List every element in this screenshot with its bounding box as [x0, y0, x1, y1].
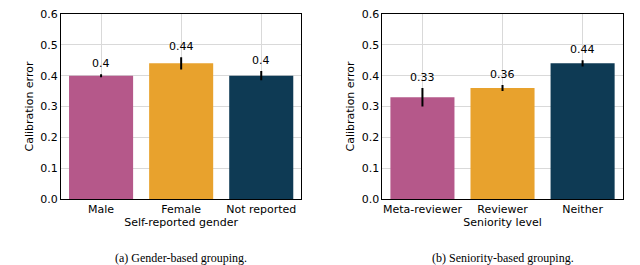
svg-text:0.5: 0.5 — [40, 39, 58, 52]
svg-text:0.4: 0.4 — [362, 70, 380, 83]
svg-text:Neither: Neither — [562, 203, 603, 216]
svg-text:(a) Gender-based grouping.: (a) Gender-based grouping. — [115, 251, 247, 265]
svg-text:0.4: 0.4 — [92, 57, 110, 70]
svg-text:Self-reported gender: Self-reported gender — [124, 216, 238, 229]
svg-text:Meta-reviewer: Meta-reviewer — [383, 203, 462, 216]
svg-text:Female: Female — [161, 203, 201, 216]
svg-text:0.1: 0.1 — [362, 162, 380, 175]
svg-text:0.4: 0.4 — [40, 70, 58, 83]
svg-text:0.2: 0.2 — [362, 131, 380, 144]
svg-text:0.6: 0.6 — [362, 8, 380, 21]
svg-text:0.0: 0.0 — [362, 193, 380, 206]
svg-text:0.44: 0.44 — [169, 40, 194, 53]
svg-text:0.3: 0.3 — [40, 100, 58, 113]
svg-text:Calibration error: Calibration error — [344, 61, 357, 151]
svg-text:0.3: 0.3 — [362, 100, 380, 113]
svg-text:Seniority level: Seniority level — [463, 216, 542, 229]
svg-text:Reviewer: Reviewer — [477, 203, 528, 216]
svg-text:0.44: 0.44 — [570, 43, 595, 56]
svg-text:Not reported: Not reported — [226, 203, 296, 216]
svg-text:0.5: 0.5 — [362, 39, 380, 52]
svg-text:0.4: 0.4 — [252, 54, 270, 67]
svg-text:Male: Male — [88, 203, 114, 216]
svg-text:0.36: 0.36 — [490, 68, 515, 81]
svg-text:(b) Seniority-based grouping.: (b) Seniority-based grouping. — [432, 251, 574, 265]
svg-text:0.0: 0.0 — [40, 193, 58, 206]
svg-text:Calibration error: Calibration error — [23, 61, 36, 151]
svg-text:0.6: 0.6 — [40, 8, 58, 21]
svg-text:0.2: 0.2 — [40, 131, 58, 144]
svg-text:0.1: 0.1 — [40, 162, 58, 175]
svg-text:0.33: 0.33 — [410, 71, 435, 84]
